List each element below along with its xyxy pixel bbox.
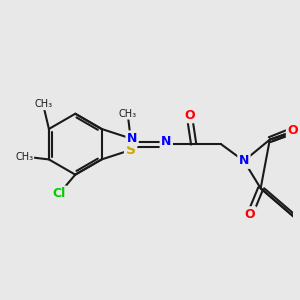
Text: O: O: [184, 109, 195, 122]
Text: N: N: [161, 135, 172, 148]
Text: O: O: [245, 208, 255, 221]
Text: Cl: Cl: [53, 187, 66, 200]
Text: CH₃: CH₃: [118, 109, 137, 119]
Text: N: N: [239, 154, 249, 167]
Text: S: S: [126, 143, 136, 157]
Text: N: N: [127, 132, 137, 145]
Text: CH₃: CH₃: [15, 152, 33, 161]
Text: O: O: [287, 124, 298, 137]
Text: CH₃: CH₃: [34, 99, 52, 109]
